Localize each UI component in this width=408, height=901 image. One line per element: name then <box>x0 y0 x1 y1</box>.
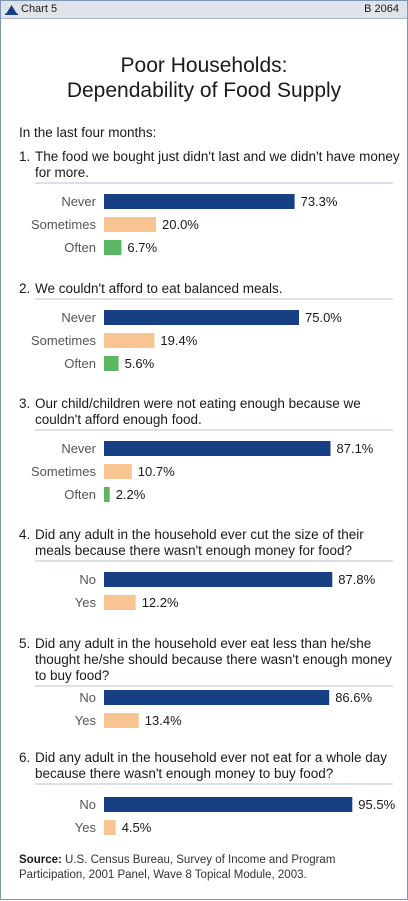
bar-often <box>104 240 122 255</box>
category-label: Often <box>64 487 96 502</box>
category-label: Yes <box>75 820 97 835</box>
question-number: 6. <box>19 750 30 765</box>
question-text: to buy food? <box>35 668 109 683</box>
category-label: Yes <box>75 595 97 610</box>
chart-header-bar: Chart 5 B 2064 <box>1 1 407 19</box>
value-label: 10.7% <box>138 464 175 479</box>
bar-never <box>104 310 299 325</box>
source-note: Source: U.S. Census Bureau, Survey of In… <box>19 853 394 883</box>
bar-sometimes <box>104 333 155 348</box>
value-label: 2.2% <box>116 487 146 502</box>
value-label: 4.5% <box>122 820 152 835</box>
category-label: Often <box>64 240 96 255</box>
bar-sometimes <box>104 217 156 232</box>
question-text: Did any adult in the household ever cut … <box>35 527 364 542</box>
category-label: Never <box>61 310 96 325</box>
intro-text: In the last four months: <box>19 125 157 140</box>
question-text: Did any adult in the household ever not … <box>35 750 387 765</box>
value-label: 5.6% <box>125 356 155 371</box>
value-label: 6.7% <box>127 240 157 255</box>
bar-yes <box>104 820 116 835</box>
question-text: meals because there wasn't enough money … <box>35 543 352 558</box>
value-label: 73.3% <box>301 194 338 209</box>
chart-title-line-2: Dependability of Food Supply <box>66 79 342 102</box>
value-label: 12.2% <box>142 595 179 610</box>
question-number: 1. <box>19 149 30 164</box>
category-label: Sometimes <box>31 217 97 232</box>
bar-never <box>104 441 331 456</box>
category-label: Often <box>64 356 96 371</box>
category-label: Sometimes <box>31 464 97 479</box>
category-label: No <box>79 690 96 705</box>
question-text: Did any adult in the household ever eat … <box>35 636 371 651</box>
question-text: couldn't afford enough food. <box>35 412 202 427</box>
value-label: 13.4% <box>145 713 182 728</box>
question-text: Our child/children were not eating enoug… <box>35 396 361 411</box>
question-text: thought he/she should because there wasn… <box>35 652 392 667</box>
question-number: 3. <box>19 396 30 411</box>
question-text: The food we bought just didn't last and … <box>35 149 400 164</box>
bar-no <box>104 572 333 587</box>
bar-yes <box>104 713 139 728</box>
heritage-bell-icon <box>5 5 18 15</box>
category-label: Sometimes <box>31 333 97 348</box>
question-number: 5. <box>19 636 30 651</box>
question-text: because there wasn't enough money to buy… <box>35 766 333 781</box>
question-text: We couldn't afford to eat balanced meals… <box>35 281 282 296</box>
value-label: 19.4% <box>160 333 197 348</box>
bar-never <box>104 194 295 209</box>
chart-number: B 2064 <box>364 3 399 15</box>
category-label: No <box>79 797 96 812</box>
value-label: 95.5% <box>358 797 395 812</box>
question-number: 2. <box>19 281 30 296</box>
value-label: 20.0% <box>162 217 199 232</box>
chart-title: Poor Households: Dependability of Food S… <box>1 53 407 103</box>
question-text: for more. <box>35 165 89 180</box>
category-label: Never <box>61 441 96 456</box>
category-label: Yes <box>75 713 97 728</box>
bar-sometimes <box>104 464 132 479</box>
value-label: 86.6% <box>335 690 372 705</box>
source-label: Source: <box>19 854 62 866</box>
chart-title-line-1: Poor Households: <box>120 54 288 77</box>
chart-label: Chart 5 <box>21 3 58 15</box>
source-text: U.S. Census Bureau, Survey of Income and… <box>19 854 336 881</box>
bar-no <box>104 797 353 812</box>
value-label: 87.1% <box>337 441 374 456</box>
bar-often <box>104 356 119 371</box>
value-label: 75.0% <box>305 310 342 325</box>
bar-yes <box>104 595 136 610</box>
value-label: 87.8% <box>338 572 375 587</box>
bar-no <box>104 690 330 705</box>
question-number: 4. <box>19 527 30 542</box>
category-label: Never <box>61 194 96 209</box>
category-label: No <box>79 572 96 587</box>
bar-often <box>104 487 110 502</box>
